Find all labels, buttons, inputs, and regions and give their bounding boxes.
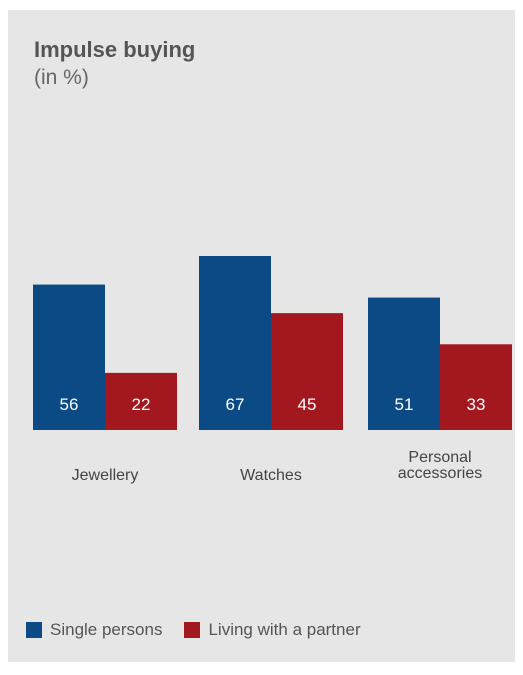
chart-title: Impulse buying bbox=[34, 37, 196, 62]
bar-partner-1 bbox=[271, 313, 343, 430]
legend-label-partner: Living with a partner bbox=[208, 620, 361, 639]
legend-item-partner: Living with a partner bbox=[184, 620, 361, 640]
category-label-1: Watches bbox=[240, 467, 302, 484]
legend-label-single: Single persons bbox=[50, 620, 163, 639]
bar-value-label-partner-1: 45 bbox=[298, 395, 317, 414]
bar-value-label-single-1: 67 bbox=[226, 395, 245, 414]
chart-legend: Single persons Living with a partner bbox=[26, 620, 373, 640]
bar-single-2 bbox=[368, 297, 440, 430]
legend-item-single: Single persons bbox=[26, 620, 162, 640]
category-label-2-line-0: Personal bbox=[408, 449, 471, 466]
category-label-2-line-1: accessories bbox=[398, 465, 482, 482]
bar-value-label-single-0: 56 bbox=[60, 395, 79, 414]
bar-partner-2 bbox=[440, 344, 512, 430]
bar-single-0 bbox=[33, 284, 105, 430]
legend-swatch-partner bbox=[184, 622, 201, 638]
category-label-0: Jewellery bbox=[72, 467, 139, 484]
bar-partner-0 bbox=[105, 372, 177, 430]
legend-swatch-single bbox=[26, 622, 42, 638]
chart-subtitle: (in %) bbox=[34, 66, 89, 89]
bar-single-1 bbox=[199, 256, 271, 430]
bar-value-label-partner-0: 22 bbox=[132, 395, 151, 414]
bar-value-label-partner-2: 33 bbox=[467, 395, 486, 414]
bar-value-label-single-2: 51 bbox=[395, 395, 414, 414]
